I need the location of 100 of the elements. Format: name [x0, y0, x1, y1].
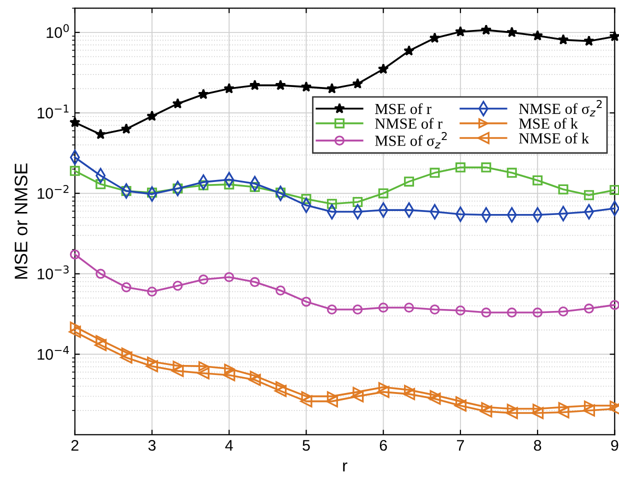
x-tick-label: 3 [148, 440, 156, 451]
point [70, 249, 80, 260]
point [454, 26, 466, 37]
y-tick-label: 10$^{−3}$ [38, 265, 69, 280]
point [352, 304, 363, 314]
point [378, 63, 389, 74]
point [121, 186, 132, 196]
point [404, 176, 414, 187]
point [300, 81, 312, 92]
x-tick-label: 2 [71, 440, 78, 451]
point [404, 45, 414, 56]
point [378, 302, 388, 313]
point [172, 360, 183, 371]
point [121, 282, 132, 292]
point [532, 30, 544, 40]
point [481, 162, 492, 172]
legend-label: MSE of σ$_{z}$$^{2}$ [375, 132, 447, 148]
point [378, 382, 388, 392]
point [223, 369, 236, 382]
point [481, 308, 492, 318]
point [430, 304, 440, 314]
point [224, 82, 235, 94]
point [276, 285, 286, 296]
point [352, 197, 363, 208]
point [276, 381, 286, 392]
point [454, 400, 466, 412]
point [300, 395, 312, 408]
point [198, 274, 208, 284]
point [404, 302, 414, 313]
point [558, 306, 568, 316]
point [378, 188, 388, 198]
point [430, 168, 440, 178]
point [584, 304, 594, 314]
point [250, 182, 260, 192]
point [455, 396, 466, 406]
point [532, 308, 543, 318]
point [146, 360, 158, 372]
point [326, 391, 337, 402]
point [224, 179, 234, 190]
point [610, 400, 619, 411]
point [147, 356, 158, 367]
point [610, 185, 619, 196]
point [69, 116, 80, 128]
point [248, 374, 261, 386]
point [198, 88, 209, 100]
point [274, 384, 287, 397]
point [326, 304, 337, 314]
point [172, 280, 183, 291]
point [582, 404, 596, 417]
point [70, 322, 80, 332]
point [558, 184, 568, 194]
point [557, 406, 570, 418]
x-tick-label: 5 [302, 440, 310, 451]
point [352, 78, 364, 89]
legend-label: NMSE of σ$_{z}$$^{2}$ [519, 100, 602, 116]
point [120, 123, 132, 134]
point [147, 188, 158, 198]
point [276, 188, 286, 198]
point [172, 183, 183, 194]
point [455, 162, 466, 172]
x-tick-label: 4 [225, 440, 233, 451]
point [506, 406, 518, 420]
point [532, 175, 543, 186]
y-tick-label: 10$^{−4}$ [38, 346, 69, 360]
point [94, 339, 107, 352]
point [558, 34, 569, 45]
point [301, 391, 312, 402]
point [224, 272, 234, 282]
point [610, 300, 619, 310]
point [301, 194, 312, 204]
point [275, 80, 286, 90]
point [326, 395, 338, 408]
point [197, 367, 210, 380]
point [147, 286, 158, 297]
point [428, 392, 441, 405]
y-tick-label: 10$^{−2}$ [38, 184, 68, 199]
point [584, 35, 594, 46]
point [609, 30, 619, 42]
point [249, 80, 260, 90]
point [172, 364, 184, 377]
point [506, 26, 518, 38]
point [96, 268, 106, 279]
point [506, 404, 517, 414]
point [480, 24, 492, 35]
point [352, 390, 364, 402]
point [429, 32, 440, 43]
point [68, 326, 81, 338]
legend-label: MSE of r [375, 103, 432, 114]
point [558, 402, 568, 412]
point [96, 335, 106, 346]
legend-label: NMSE of r [375, 118, 442, 129]
point [70, 166, 80, 176]
point [506, 168, 517, 178]
x-tick-label: 7 [456, 440, 464, 451]
x-axis-title: r [343, 462, 348, 472]
x-tick-label: 8 [534, 440, 542, 451]
y-tick-label: 10$^{−1}$ [38, 104, 68, 118]
point [120, 352, 132, 364]
point [326, 198, 337, 209]
legend-label: NMSE of k [519, 132, 590, 144]
